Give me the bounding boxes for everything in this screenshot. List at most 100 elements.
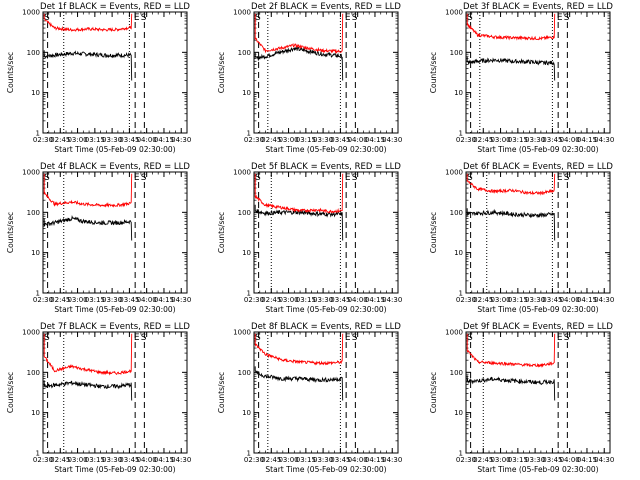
series-line: [43, 380, 133, 401]
x-tick-label: 03:30: [102, 296, 122, 304]
y-tick-label: 100: [450, 369, 463, 377]
y-tick-label: 100: [238, 209, 251, 217]
detector-panel: Det 1f BLACK = Events, RED = LLD 1 10 100 10…: [6, 2, 191, 154]
x-tick-label: 04:15: [365, 136, 385, 144]
interval-marker-label: S: [352, 13, 358, 23]
x-axis-label: Start Time (05-Feb-09 02:30:00): [477, 465, 598, 474]
y-tick-label: 10: [31, 249, 40, 257]
plot-frame: [465, 11, 611, 134]
plot-frame: [253, 11, 399, 134]
interval-marker-label: S: [467, 173, 473, 183]
x-axis-label: Start Time (05-Feb-09 02:30:00): [54, 145, 175, 154]
x-tick-label: 04:15: [154, 456, 174, 464]
y-axis-label: Counts/sec: [217, 212, 226, 253]
x-tick-label: 03:00: [67, 456, 87, 464]
plot-frame: [465, 331, 611, 454]
series-line: [43, 333, 133, 376]
y-tick-label: 1000: [22, 9, 40, 17]
detector-panel: Det 2f BLACK = Events, RED = LLD 1 10 100 10…: [217, 2, 402, 154]
y-tick-label: 1000: [233, 169, 251, 177]
x-axis-label: Start Time (05-Feb-09 02:30:00): [477, 305, 598, 314]
interval-marker-label: E: [345, 13, 351, 23]
detector-panel: Det 4f BLACK = Events, RED = LLD 1 10 100 10…: [6, 162, 191, 314]
interval-marker-label: S: [564, 333, 570, 343]
y-tick-label: 1000: [233, 329, 251, 337]
y-tick-label: 10: [454, 249, 463, 257]
y-tick-label: 10: [454, 409, 463, 417]
x-tick-label: 04:00: [137, 296, 157, 304]
panel-title: Det 8f BLACK = Events, RED = LLD: [251, 322, 401, 332]
x-tick-label: 03:15: [296, 136, 316, 144]
panel-title: Det 7f BLACK = Events, RED = LLD: [40, 322, 190, 332]
x-tick-label: 04:30: [382, 456, 402, 464]
panel-title: Det 9f BLACK = Events, RED = LLD: [463, 322, 613, 332]
interval-marker-label: S: [564, 13, 570, 23]
x-tick-label: 04:15: [154, 296, 174, 304]
x-tick-label: 02:30: [456, 296, 476, 304]
x-tick-label: 04:00: [348, 136, 368, 144]
x-tick-label: 02:30: [33, 136, 53, 144]
x-tick-label: 03:30: [525, 296, 545, 304]
y-tick-label: 10: [242, 89, 251, 97]
x-tick-label: 03:45: [330, 136, 350, 144]
y-tick-label: 10: [242, 409, 251, 417]
y-axis-label: Counts/sec: [6, 212, 15, 253]
x-tick-label: 04:00: [560, 136, 580, 144]
plot-frame: [42, 331, 188, 454]
x-tick-label: 02:30: [244, 296, 264, 304]
x-tick-label: 03:45: [542, 296, 562, 304]
y-tick-label: 100: [238, 49, 251, 57]
y-tick-label: 100: [450, 49, 463, 57]
series-line: [466, 375, 556, 401]
y-tick-label: 10: [31, 89, 40, 97]
interval-marker-label: S: [255, 13, 261, 23]
x-tick-label: 04:30: [171, 136, 191, 144]
plot-frame: [253, 331, 399, 454]
x-tick-label: 03:30: [313, 296, 333, 304]
series-line: [254, 173, 344, 214]
x-tick-label: 02:45: [50, 456, 70, 464]
x-tick-label: 02:45: [261, 456, 281, 464]
x-tick-label: 02:30: [33, 456, 53, 464]
y-tick-label: 1000: [445, 9, 463, 17]
series-line: [466, 173, 556, 196]
y-axis-label: Counts/sec: [429, 52, 438, 93]
interval-marker-label: S: [44, 333, 50, 343]
x-tick-label: 03:15: [85, 296, 105, 304]
series-line: [466, 56, 556, 81]
interval-marker-label: S: [255, 333, 261, 343]
x-tick-label: 02:45: [261, 136, 281, 144]
x-tick-label: 03:00: [278, 136, 298, 144]
x-tick-label: 03:30: [313, 136, 333, 144]
y-tick-label: 1000: [22, 329, 40, 337]
y-tick-label: 1: [459, 130, 463, 138]
detector-panel: Det 8f BLACK = Events, RED = LLD 1 10 100 10…: [217, 322, 402, 474]
y-axis-label: Counts/sec: [217, 372, 226, 413]
x-tick-label: 03:15: [85, 136, 105, 144]
x-tick-label: 04:30: [594, 136, 614, 144]
plot-frame: [42, 11, 188, 134]
y-tick-label: 100: [27, 369, 40, 377]
x-tick-label: 03:00: [490, 296, 510, 304]
x-tick-label: 03:15: [508, 456, 528, 464]
interval-marker-label: E: [134, 173, 140, 183]
x-tick-label: 04:15: [577, 296, 597, 304]
y-tick-label: 1000: [22, 169, 40, 177]
x-tick-label: 03:15: [508, 296, 528, 304]
x-tick-label: 03:30: [525, 456, 545, 464]
x-tick-label: 03:45: [330, 296, 350, 304]
y-tick-label: 1: [36, 450, 40, 458]
y-tick-label: 100: [238, 369, 251, 377]
x-tick-label: 03:15: [508, 136, 528, 144]
y-axis-label: Counts/sec: [217, 52, 226, 93]
interval-marker-label: E: [557, 333, 563, 343]
x-tick-label: 04:30: [382, 296, 402, 304]
x-tick-label: 04:00: [348, 296, 368, 304]
x-tick-label: 03:45: [330, 456, 350, 464]
interval-marker-label: S: [467, 13, 473, 23]
y-tick-label: 10: [454, 89, 463, 97]
x-tick-label: 02:30: [456, 136, 476, 144]
interval-marker-label: S: [141, 13, 147, 23]
series-line: [466, 13, 556, 41]
